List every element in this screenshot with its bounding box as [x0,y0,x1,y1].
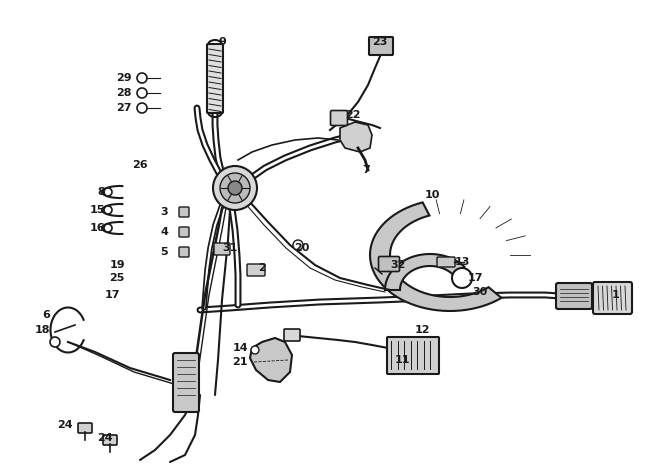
FancyBboxPatch shape [179,227,189,237]
Text: 25: 25 [110,273,125,283]
FancyBboxPatch shape [179,207,189,217]
Text: 22: 22 [345,110,361,120]
FancyBboxPatch shape [78,423,92,433]
Circle shape [251,346,259,354]
FancyBboxPatch shape [103,435,117,445]
Text: 20: 20 [294,243,309,253]
Circle shape [213,166,257,210]
Text: 3: 3 [161,207,168,217]
Text: 13: 13 [455,257,471,267]
Text: 27: 27 [116,103,132,113]
Text: 26: 26 [133,160,148,170]
Text: 23: 23 [372,37,387,47]
Text: 4: 4 [160,227,168,237]
Text: 1: 1 [612,290,619,300]
Text: 12: 12 [415,325,430,335]
Text: 9: 9 [218,37,226,47]
Text: 24: 24 [97,433,112,443]
Circle shape [104,188,112,196]
Text: 19: 19 [109,260,125,270]
FancyBboxPatch shape [378,256,400,271]
Text: 17: 17 [105,290,120,300]
Text: 16: 16 [90,223,105,233]
Circle shape [220,173,250,203]
Text: 7: 7 [362,165,370,175]
FancyBboxPatch shape [330,111,348,126]
Circle shape [104,206,112,214]
FancyBboxPatch shape [369,37,393,55]
Text: 2: 2 [258,263,266,273]
Circle shape [50,337,60,347]
Circle shape [228,181,242,195]
FancyBboxPatch shape [593,282,632,314]
Circle shape [137,103,147,113]
Text: 18: 18 [34,325,50,335]
Text: 29: 29 [116,73,132,83]
FancyBboxPatch shape [207,44,223,113]
Circle shape [137,73,147,83]
Text: 24: 24 [57,420,73,430]
Text: 31: 31 [222,243,237,253]
FancyBboxPatch shape [214,243,230,255]
Text: 21: 21 [233,357,248,367]
Text: 17: 17 [468,273,484,283]
Text: 5: 5 [161,247,168,257]
FancyBboxPatch shape [387,337,439,374]
Text: 15: 15 [90,205,105,215]
FancyBboxPatch shape [247,264,265,276]
Polygon shape [250,338,292,382]
Polygon shape [370,202,501,311]
Text: 14: 14 [233,343,248,353]
Polygon shape [340,122,372,152]
Text: 32: 32 [390,260,406,270]
Text: 11: 11 [395,355,411,365]
Text: 30: 30 [472,287,488,297]
FancyBboxPatch shape [437,257,455,267]
Text: 10: 10 [425,190,441,200]
Circle shape [104,224,112,232]
Text: 8: 8 [98,187,105,197]
FancyBboxPatch shape [284,329,300,341]
Circle shape [293,240,303,250]
FancyBboxPatch shape [556,283,592,309]
FancyBboxPatch shape [173,353,199,412]
Text: 6: 6 [42,310,50,320]
Text: 28: 28 [116,88,132,98]
Polygon shape [385,254,465,290]
Circle shape [452,268,472,288]
Circle shape [137,88,147,98]
FancyBboxPatch shape [179,247,189,257]
